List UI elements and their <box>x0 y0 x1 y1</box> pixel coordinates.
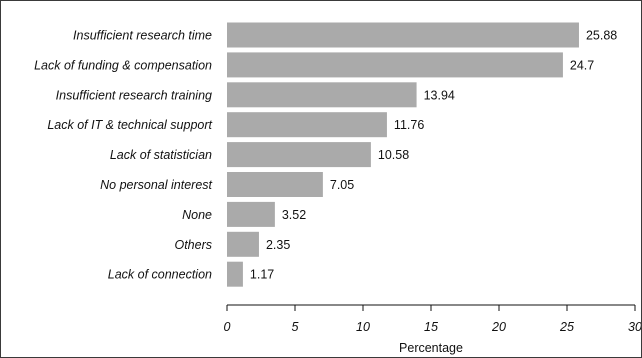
category-label: Lack of statistician <box>110 148 212 162</box>
x-tick-label: 25 <box>559 320 574 334</box>
category-label: Lack of IT & technical support <box>47 118 212 132</box>
bar <box>227 22 579 48</box>
bar <box>227 172 323 197</box>
x-tick-label: 20 <box>491 320 506 334</box>
value-label: 13.94 <box>424 88 455 102</box>
bar <box>227 231 259 257</box>
category-label: Lack of funding & compensation <box>34 58 212 72</box>
value-label: 7.05 <box>330 178 354 192</box>
bar <box>227 261 243 287</box>
value-label: 24.7 <box>570 58 594 72</box>
category-label: None <box>182 208 212 222</box>
value-label: 25.88 <box>586 29 617 43</box>
value-label: 3.52 <box>282 208 306 222</box>
bar <box>227 82 417 108</box>
value-label: 2.35 <box>266 238 290 252</box>
x-tick-label: 15 <box>424 320 438 334</box>
x-tick-label: 0 <box>224 320 231 334</box>
value-label: 10.58 <box>378 148 409 162</box>
bar <box>227 142 371 168</box>
x-axis-title: Percentage <box>399 341 463 355</box>
x-axis: 0 5 10 15 20 25 30 <box>224 304 641 334</box>
bar <box>227 201 275 227</box>
x-tick-label: 10 <box>356 320 370 334</box>
value-label: 1.17 <box>250 268 274 282</box>
bars-layer: Insufficient research time 25.88 Lack of f… <box>34 22 617 287</box>
category-label: Lack of connection <box>108 268 212 282</box>
x-tick-label: 30 <box>628 320 641 334</box>
x-tick-label: 5 <box>292 320 299 334</box>
category-label: No personal interest <box>100 178 212 192</box>
category-label: Insufficient research training <box>56 88 212 102</box>
category-label: Others <box>174 238 212 252</box>
category-label: Insufficient research time <box>73 29 212 43</box>
bar <box>227 52 563 78</box>
bar <box>227 112 387 138</box>
value-label: 11.76 <box>394 118 424 132</box>
